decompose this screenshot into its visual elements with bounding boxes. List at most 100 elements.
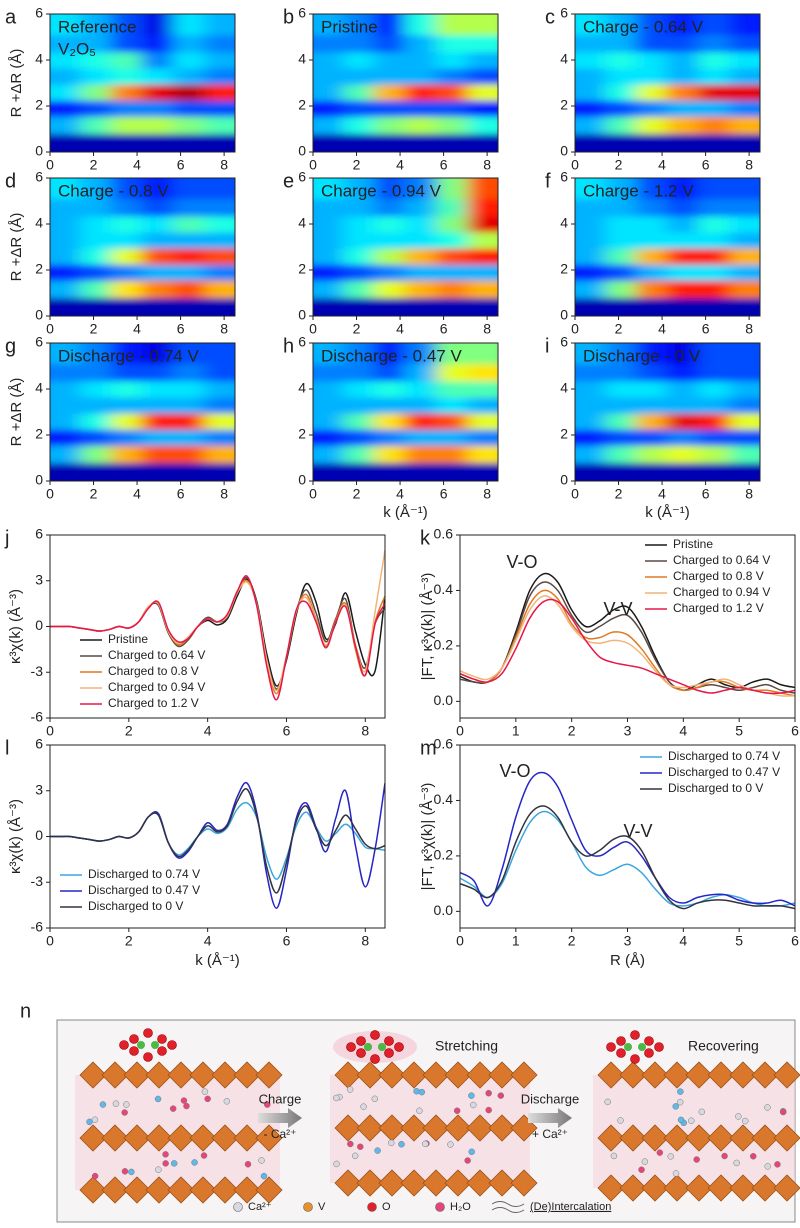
- heatmap-cells: [313, 14, 498, 152]
- ion: [485, 1106, 492, 1114]
- heatmap-cell: [80, 84, 112, 101]
- ion: [180, 1097, 188, 1104]
- heatmap-cell: [110, 14, 142, 36]
- heatmap-cell: [575, 133, 606, 152]
- heatmap-cell: [50, 14, 81, 36]
- panel-letter: d: [5, 170, 16, 192]
- x-tick-label: 0: [456, 723, 464, 739]
- heatmap-cell: [697, 264, 731, 281]
- heatmap-cell: [404, 198, 437, 217]
- heatmap-cell: [635, 100, 667, 117]
- heatmap-cell: [729, 429, 760, 446]
- heatmap-cell: [729, 397, 760, 414]
- heatmap-cell: [80, 14, 112, 36]
- legend-label: Charged to 0.64 V: [673, 553, 770, 567]
- x-tick-label: 2: [615, 321, 623, 337]
- ion: [128, 1168, 135, 1176]
- y-axis-label: |FT, κ³χ(k)| (Å⁻³): [419, 573, 436, 681]
- y-tick-label: 0.6: [434, 736, 454, 752]
- ion: [112, 1100, 120, 1107]
- heatmap-cell: [373, 51, 405, 69]
- heatmap-cell: [635, 264, 667, 281]
- panel-title: Discharge - 0.47 V: [321, 346, 462, 365]
- heatmap-cell: [635, 84, 667, 101]
- heatmap-cell: [605, 462, 637, 481]
- oxygen: [356, 1036, 366, 1046]
- heatmap-cell: [110, 100, 142, 117]
- heatmap-cell: [204, 363, 235, 382]
- heatmap-cell: [729, 462, 760, 481]
- heatmap-cell: [467, 116, 498, 135]
- oxygen: [143, 1052, 153, 1062]
- y-tick-label: 0: [560, 472, 568, 488]
- heatmap-cell: [697, 51, 731, 69]
- plot-frame: [312, 342, 499, 482]
- heatmap-cell: [50, 215, 81, 233]
- y-tick-label: 6: [298, 334, 306, 350]
- heatmap-cell: [467, 264, 498, 281]
- panel: Discharged to 0.74 V Discharged to 0.47 V…: [5, 736, 386, 969]
- heatmap-cell: [467, 198, 498, 217]
- heatmap-cell: [666, 297, 699, 316]
- oxygen: [394, 1042, 404, 1052]
- heatmap-cell: [313, 215, 344, 233]
- heatmap-cell: [50, 264, 81, 281]
- ion: [470, 1101, 477, 1109]
- polyhedron: [510, 1061, 538, 1089]
- heatmap-cell: [80, 178, 112, 200]
- y-tick-label: 2: [35, 97, 43, 113]
- heatmap-cell: [141, 280, 174, 299]
- heatmap-cell: [729, 363, 760, 382]
- x-tick-label: 2: [90, 157, 98, 173]
- legend-label: Discharged to 0.47 V: [668, 765, 780, 779]
- vanadium: [364, 1043, 372, 1051]
- heatmap-cell: [313, 116, 344, 135]
- heatmap-cell: [697, 380, 731, 398]
- ion: [223, 1098, 231, 1105]
- x-tick-label: 6: [177, 157, 185, 173]
- x-tick-label: 0: [571, 486, 579, 502]
- heatmap-cell: [373, 198, 405, 217]
- heatmap-cell: [666, 413, 699, 430]
- legend-label: Pristine: [108, 632, 148, 646]
- heatmap-cell: [373, 363, 405, 382]
- heatmap-cell: [172, 51, 206, 69]
- panel-letter: j: [4, 527, 9, 549]
- heatmap-cell: [373, 232, 405, 249]
- heatmap-cell: [605, 343, 637, 365]
- oxygen: [167, 1040, 177, 1050]
- ion: [672, 1170, 680, 1177]
- heatmap-cell: [172, 264, 206, 281]
- heatmap-cell: [343, 297, 375, 316]
- y-tick-label: 0: [35, 143, 43, 159]
- polyhedron: [255, 1176, 283, 1204]
- heatmap-cell: [141, 51, 174, 69]
- heatmap-cell: [204, 133, 235, 152]
- panel-title: Charge - 0.94 V: [321, 181, 442, 200]
- heatmap-cell: [666, 84, 699, 101]
- heatmap-cell: [50, 397, 81, 414]
- discharge-label: Discharge: [521, 1091, 580, 1106]
- ion: [779, 1108, 787, 1116]
- heatmap-cell: [467, 215, 498, 233]
- heatmap-cell: [697, 232, 731, 249]
- heatmap-cell: [467, 232, 498, 249]
- heatmap-cell: [729, 133, 760, 152]
- heatmap-cell: [435, 248, 469, 265]
- heatmap-cell: [204, 178, 235, 200]
- heatmap-cell: [729, 343, 760, 365]
- heatmap-cell: [80, 280, 112, 299]
- x-tick-label: 2: [90, 321, 98, 337]
- polyhedron: [773, 1124, 800, 1152]
- heatmap-cell: [467, 133, 498, 152]
- heatmap-cell: [729, 297, 760, 316]
- heatmap-cell: [141, 248, 174, 265]
- heatmap-cell: [172, 248, 206, 265]
- polyhedron: [773, 1061, 800, 1089]
- heatmap-cell: [635, 178, 667, 200]
- heatmap-cell: [50, 297, 81, 316]
- heatmap-cell: [697, 429, 731, 446]
- heatmap-cell: [373, 397, 405, 414]
- heatmap-cell: [80, 429, 112, 446]
- heatmap-cell: [635, 429, 667, 446]
